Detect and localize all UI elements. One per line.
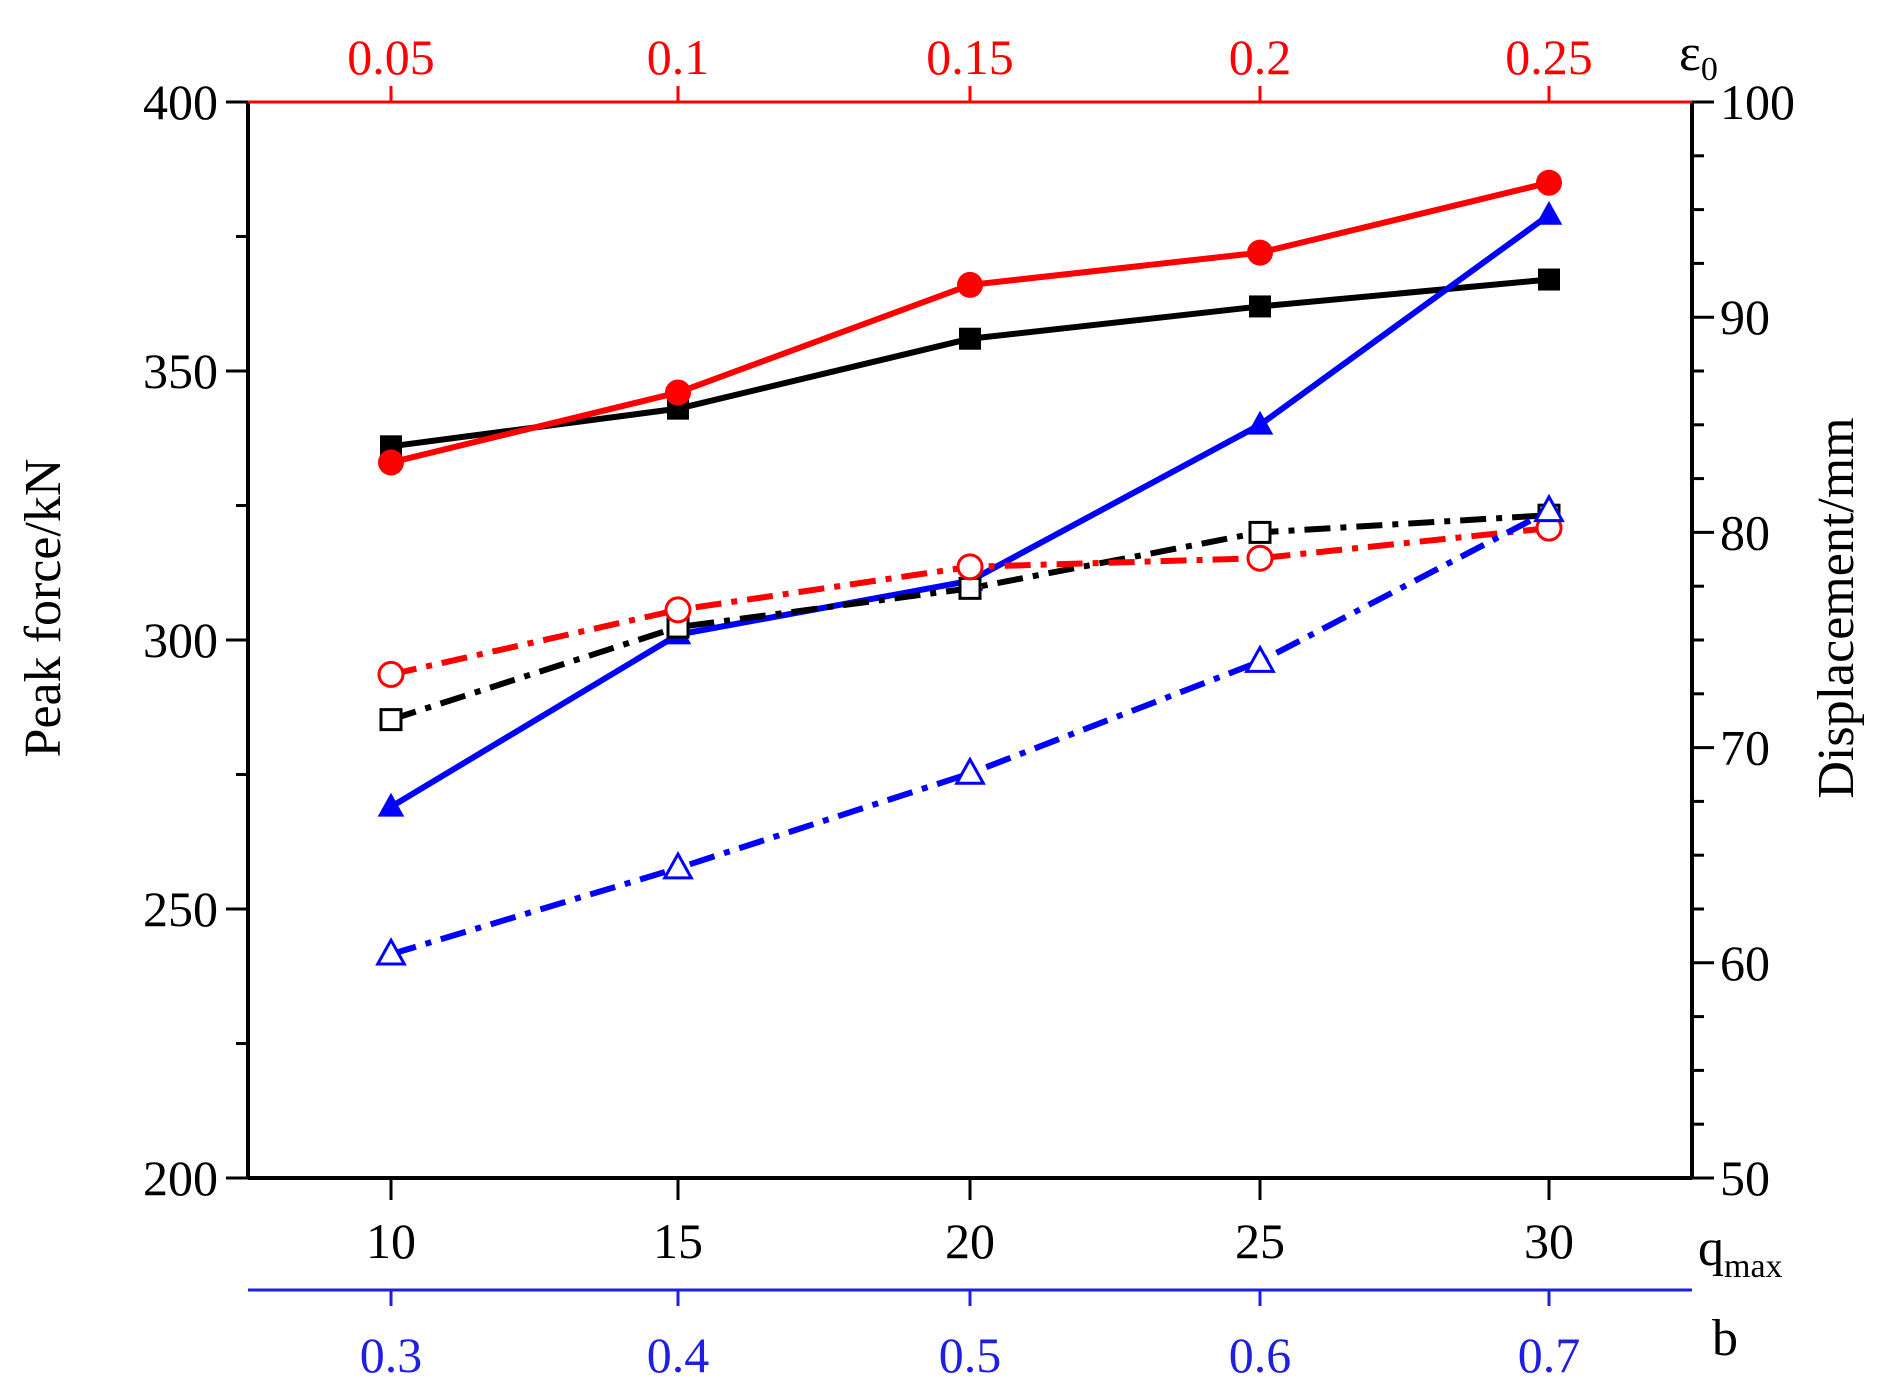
data-point-square [1538,268,1560,291]
series-line-disp-b [390,508,1551,958]
data-point-triangle [954,756,986,785]
top-axis-title-subscript: 0 [1701,51,1718,88]
axes-layer: 200 250 300 350 400 50 60 70 80 90 100 10 15 20 25 30 0.… [143,29,1795,1383]
top-axis-tick-label: 0.25 [1505,29,1593,85]
data-point-circle [1536,169,1562,196]
bottom-axis-title: qmax [1698,1220,1783,1285]
bottom-axis-tick-label: 25 [1235,1213,1285,1269]
bottom-axis-2-tick-label: 0.5 [939,1327,1002,1383]
series-force-eps0 [378,169,1562,476]
bottom-axis-tick-label: 20 [945,1213,995,1269]
bottom-axis-tick-label: 30 [1524,1213,1574,1269]
data-point-square [959,327,981,350]
bottom-axis-2-title: b [1712,1310,1738,1367]
top-axis-tick-label: 0.05 [347,29,435,85]
right-axis-tick-label: 100 [1720,74,1795,130]
data-point-triangle [1535,200,1563,225]
data-point-triangle [662,851,694,880]
left-axis-tick-label: 250 [143,881,218,937]
bottom-axis-2-tick-label: 0.6 [1229,1327,1292,1383]
left-axis-title: Peak force/kN [15,459,72,758]
series-disp-eps0 [377,514,1563,688]
data-point-square [1248,520,1272,544]
data-point-circle [664,596,692,624]
right-axis-tick-label: 50 [1720,1150,1770,1206]
data-point-triangle [1533,493,1565,523]
data-point-circle [956,553,984,581]
bottom-axis-tick-label: 15 [653,1213,703,1269]
left-axis-tick-label: 400 [143,74,218,130]
data-point-circle [665,379,691,406]
bottom-axis-title-subscript: max [1724,1248,1783,1285]
bottom-axis-2-tick-label: 0.7 [1518,1327,1581,1383]
right-axis-tick-label: 60 [1720,935,1770,991]
data-point-square [1249,295,1271,318]
right-axis-tick-label: 80 [1720,504,1770,560]
left-axis-tick-label: 200 [143,1150,218,1206]
series-disp-b [375,493,1565,966]
top-axis-tick-label: 0.2 [1229,29,1292,85]
series-line-force-eps0 [390,179,1550,466]
data-point-triangle [1244,644,1276,673]
right-axis-tick-label: 90 [1720,289,1770,345]
data-point-circle [378,449,404,476]
data-point-circle [377,660,405,688]
data-point-triangle [375,937,407,966]
data-point-circle [1246,544,1274,572]
bottom-axis-tick-label: 10 [366,1213,416,1269]
top-axis-tick-label: 0.15 [926,29,1014,85]
top-axis-title: ε0 [1679,25,1718,88]
right-axis-title: Displacement/mm [1808,417,1865,798]
series-disp-qmax [379,503,1561,732]
data-point-triangle [1246,410,1274,435]
data-point-circle [957,271,983,298]
data-point-triangle [377,792,405,817]
bottom-axis-2-tick-label: 0.3 [360,1327,423,1383]
left-axis-tick-label: 300 [143,612,218,668]
series-layer [375,169,1565,966]
bottom-axis-2-tick-label: 0.4 [647,1327,710,1383]
top-axis-tick-label: 0.1 [647,29,710,85]
left-axis-tick-label: 350 [143,343,218,399]
series-line-force-b [389,212,1551,810]
data-point-square [379,708,403,732]
data-point-circle [1247,239,1273,266]
right-axis-tick-label: 70 [1720,720,1770,776]
data-point-square [958,576,982,600]
